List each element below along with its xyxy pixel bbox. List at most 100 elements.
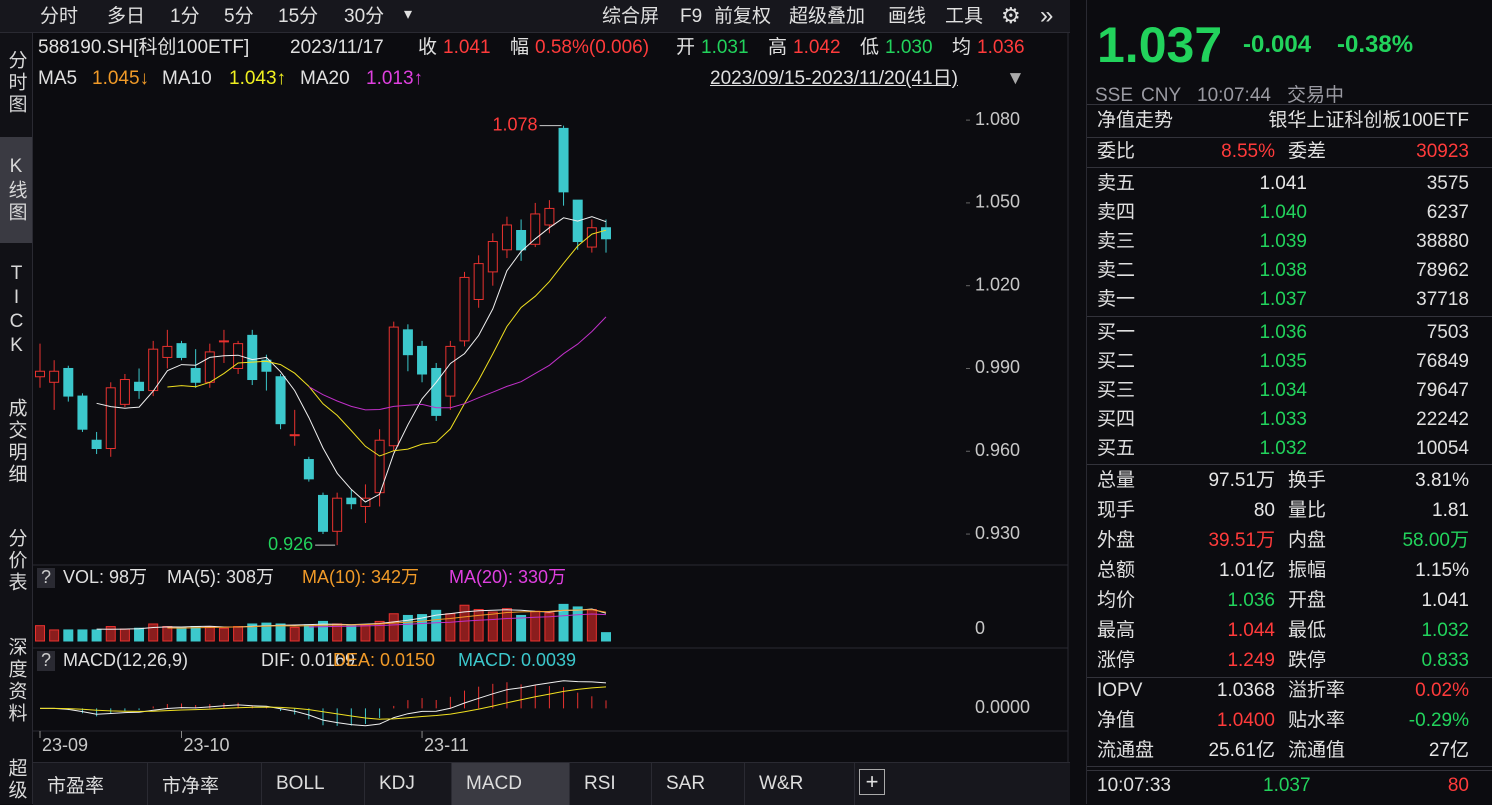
y-tick-label: 1.050 (975, 192, 1020, 212)
row-label: 最低 (1288, 620, 1327, 641)
chart-area: 1.080 1.050 1.020 0.990 0.960 0.930 1.078 0.926… (33, 33, 1069, 762)
candle-body (558, 127, 569, 193)
x-tick-label: 23-09 (42, 735, 88, 755)
row-value: 1.81 (1432, 500, 1469, 521)
book-price: 1.034 (1259, 380, 1307, 401)
row-value: -0.29% (1408, 710, 1469, 731)
volume-bar (346, 625, 357, 642)
book-label: 卖一 (1097, 289, 1136, 310)
candle-body (247, 334, 258, 381)
side-tab[interactable]: 深度资料 (5, 637, 27, 725)
volume-bar (417, 614, 428, 642)
period-tab[interactable]: 多日 (107, 6, 146, 27)
tool-button[interactable]: 前复权 (714, 6, 772, 27)
separator (1087, 104, 1492, 105)
tool-button[interactable]: 综合屏 (602, 6, 660, 27)
volume-bar (63, 629, 74, 642)
nav-link[interactable]: 净值走势 (1097, 110, 1174, 131)
volume-bar (289, 626, 300, 642)
volume-bar (148, 623, 159, 642)
indicator-tab[interactable]: SAR (652, 763, 745, 805)
row-label: 总量 (1097, 470, 1136, 491)
row-label: 流通盘 (1097, 740, 1155, 761)
fund-name: 银华上证科创板100ETF (1268, 110, 1469, 131)
row-label: 最高 (1097, 620, 1136, 641)
side-tab[interactable]: K线图 (0, 137, 32, 243)
book-label: 卖二 (1097, 260, 1136, 281)
more-icon[interactable]: » (1040, 2, 1054, 29)
candle-body (544, 207, 555, 226)
indicator-tab[interactable]: MACD (452, 763, 570, 805)
ma-label: MA10 (162, 68, 212, 89)
row-label: 总额 (1097, 560, 1136, 581)
candle-body (190, 367, 201, 383)
side-tab[interactable]: TICK (6, 263, 27, 359)
side-tab[interactable]: 分时图 (5, 50, 27, 116)
quote-meta: CNY (1141, 85, 1182, 106)
side-tab[interactable]: 分价表 (5, 528, 27, 594)
date: 2023/11/17 (290, 37, 384, 58)
book-price: 1.033 (1259, 409, 1307, 430)
period-tab[interactable]: 15分 (278, 6, 319, 27)
legend-label: MACD: 0.0039 (458, 650, 576, 670)
date-range[interactable]: 2023/09/15-2023/11/20(41日) (710, 68, 958, 89)
field-value: 1.042 (793, 37, 841, 58)
book-label: 买一 (1097, 322, 1136, 343)
candle-body (374, 439, 385, 494)
indicator-tab[interactable]: W&R (745, 763, 855, 805)
side-tab[interactable]: 超级 (5, 757, 27, 802)
indicator-tab[interactable]: BOLL (262, 763, 365, 805)
volume-bar (176, 626, 187, 642)
side-tab[interactable]: 成交明细 (5, 398, 27, 486)
candle-body (459, 276, 470, 342)
candle-body (77, 395, 88, 430)
row-label: IOPV (1097, 680, 1143, 701)
book-label: 买四 (1097, 409, 1136, 430)
row-value: 1.044 (1227, 620, 1275, 641)
book-volume: 6237 (1426, 202, 1469, 223)
volume-bar (35, 625, 45, 642)
book-volume: 38880 (1416, 231, 1469, 252)
help-icon: ? (41, 650, 51, 670)
tool-button[interactable]: 超级叠加 (789, 6, 866, 27)
book-volume: 76849 (1416, 351, 1469, 372)
toolbar: 分时 多日 1分 5分 15分 30分 ▾ 综合屏 F9 前复权 超级叠加 画线 工具 ⚙ » (0, 0, 1070, 33)
range-arrow[interactable]: ▼ (1006, 68, 1025, 89)
book-volume: 7503 (1426, 322, 1469, 343)
quote-meta: 交易中 (1287, 85, 1345, 106)
volume-bar (360, 624, 371, 642)
period-tab[interactable]: 1分 (170, 6, 200, 27)
candle-body (119, 379, 130, 405)
candle-body (218, 340, 229, 343)
book-label: 买三 (1097, 380, 1136, 401)
period-tab[interactable]: 30分 (344, 6, 385, 27)
tool-button[interactable]: 画线 (888, 6, 927, 27)
indicator-tab[interactable]: 市净率 (148, 763, 262, 805)
candle-body (204, 351, 215, 383)
tool-button[interactable]: 工具 (945, 6, 984, 27)
row-value: 27亿 (1428, 740, 1469, 761)
candle-body (105, 387, 116, 450)
candle-body (417, 345, 428, 375)
volume-bar (204, 626, 215, 642)
period-tab[interactable]: 5分 (224, 6, 254, 27)
add-tab[interactable]: + (859, 769, 885, 795)
field-value: 1.036 (977, 37, 1025, 58)
dea-line (40, 686, 607, 720)
x-tick-label: 23-10 (184, 735, 230, 755)
field-value: 1.030 (885, 37, 933, 58)
legend-label: MA(10): 342万 (302, 567, 419, 587)
settings-icon[interactable]: ⚙ (1001, 3, 1021, 28)
period-dropdown[interactable]: ▾ (404, 6, 413, 23)
row-label: 溢折率 (1288, 680, 1346, 701)
indicator-tab[interactable]: KDJ (365, 763, 452, 805)
indicator-tab[interactable]: RSI (570, 763, 652, 805)
indicator-tab[interactable]: 市盈率 (33, 763, 148, 805)
candle-body (91, 439, 102, 450)
period-tab[interactable]: 分时 (40, 6, 79, 27)
volume-bar (190, 626, 201, 642)
book-label: 卖五 (1097, 173, 1136, 194)
book-label: 卖三 (1097, 231, 1136, 252)
tool-button[interactable]: F9 (680, 6, 703, 27)
